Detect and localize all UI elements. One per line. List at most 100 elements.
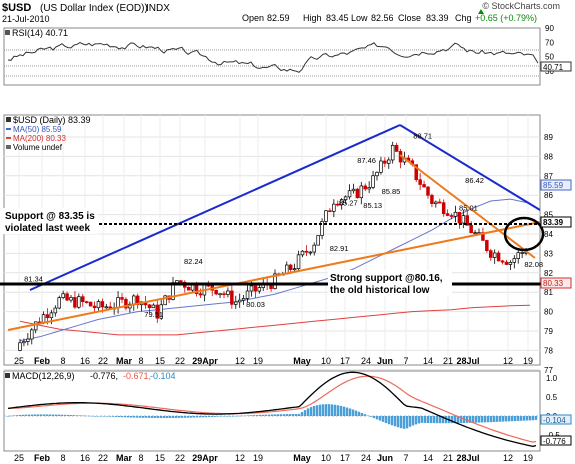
x-tick-label: 21 [443, 356, 453, 366]
candle-body [273, 273, 277, 289]
candle-body [332, 203, 336, 212]
macd-hist-bar [261, 414, 265, 416]
candle-body [155, 304, 160, 319]
macd-hist-bar [285, 414, 289, 416]
candle-body [234, 301, 238, 305]
macd-hist-bar [213, 416, 217, 417]
macd-axis: 1.00.50.0-0.5 [546, 374, 560, 440]
candle-body [226, 290, 230, 295]
rsi-value-tag-text: 40.71 [543, 63, 564, 72]
macd-hist-bar [474, 416, 478, 423]
macd-hist-bar [159, 416, 163, 419]
x-tick-label: 16 [80, 453, 90, 463]
macd-hist-bar [15, 415, 19, 416]
macd-hist-bar [426, 416, 430, 424]
macd-hist-bar [420, 416, 424, 423]
x-axis-macd: 25 Feb 8 16 22 Mar 8 15 22 29Apr 12 19 May 10 17 24 Jun 7… [14, 453, 533, 463]
macd-hist-bar [105, 416, 109, 417]
x-tick-label: 14 [423, 453, 433, 463]
x-tick-label: 12 [503, 453, 513, 463]
macd-hist-bar [126, 416, 130, 418]
macd-hist-bar [477, 416, 481, 423]
macd-value-1: -0.776, [90, 371, 118, 381]
macd-hist-bar [255, 414, 259, 416]
x-tick-label: 21 [443, 453, 453, 463]
x-tick-label: May [293, 356, 311, 366]
x-tick-label: 8 [60, 356, 65, 366]
price-value-label: 85.85 [382, 187, 401, 196]
macd-hist-bar [321, 404, 325, 416]
support-note-2-line1: Strong support @80.16, [330, 273, 443, 284]
macd-hist-bar [360, 412, 364, 416]
macd-hist-bar [183, 416, 187, 418]
macd-hist-bar [504, 416, 508, 422]
candle-body [512, 258, 517, 263]
candle-body [359, 185, 364, 199]
support-note-1-line2: violated last week [5, 223, 90, 234]
price-value-label: 82.91 [330, 244, 349, 253]
candle-body [33, 321, 38, 331]
candle-body [457, 211, 462, 224]
candle-body [308, 251, 313, 254]
x-tick-label: 17 [340, 453, 350, 463]
macd-hist-bar [492, 416, 496, 423]
macd-hist-bar [486, 416, 490, 423]
macd-hist-bar [411, 416, 415, 426]
highlight-circle [503, 216, 545, 252]
macd-hist-bar [525, 416, 529, 421]
macd-value-2: -0.671, [123, 371, 151, 381]
price-tick-label: 82 [544, 269, 553, 278]
x-tick-label: 16 [80, 356, 90, 366]
candle-body [383, 160, 387, 164]
chart-date: 21-Jul-2010 [2, 14, 50, 24]
macd-hist-bar [135, 416, 139, 418]
price-axis: 89 88 87 86 85 84 83 82 81 80 79 78 77 [544, 133, 553, 375]
channel-trendline [399, 154, 536, 259]
macd-hist-bar [429, 416, 433, 424]
macd-hist-bar [330, 404, 334, 416]
candle-body [453, 211, 458, 217]
macd-hist-bar [51, 414, 55, 416]
macd-hist-bar [114, 416, 118, 417]
upper-trendline [29, 124, 401, 291]
candle-body [245, 290, 250, 299]
candle-body [186, 286, 191, 291]
macd-hist-bar [276, 414, 280, 416]
candle-body [504, 261, 509, 265]
macd-hist-bar [129, 416, 133, 418]
x-tick-label: 19 [523, 356, 533, 366]
price-tick-label: 79 [544, 327, 553, 336]
rsi-tick-label: 70 [545, 38, 554, 47]
rsi-label: RSI(14) 40.71 [12, 28, 68, 38]
price-value-label: 88.71 [413, 132, 432, 141]
macd-hist-bar [33, 414, 37, 416]
macd-hist-bar [375, 416, 379, 420]
candle-body [320, 221, 324, 236]
x-tick-label: 17 [340, 356, 350, 366]
rsi-value-tag [540, 61, 572, 72]
x-tick-label: 24 [361, 356, 371, 366]
macd-hist-bar [147, 416, 151, 418]
macd-hist-bar [309, 407, 313, 416]
macd-hist-bar [516, 416, 520, 421]
candle-body [449, 215, 454, 217]
macd-hist-bar [324, 404, 328, 416]
macd-hist-bar [192, 416, 196, 418]
x-tick-label: 22 [175, 453, 185, 463]
macd-hist-bar [111, 416, 115, 417]
x-tick-label: 12 [235, 453, 245, 463]
macd-hist-bar [141, 416, 145, 418]
macd-tag [540, 435, 572, 446]
macd-hist-bar [300, 412, 304, 416]
lower-trendline [7, 221, 541, 331]
macd-hist-bar [177, 416, 181, 418]
macd-hist-bar [9, 415, 13, 417]
macd-hist-bar [249, 415, 253, 416]
candle-body [379, 160, 383, 173]
price-tick-label: 77 [544, 366, 553, 375]
candle-body [461, 215, 466, 224]
candle-body [489, 250, 493, 258]
macd-hist-bar [345, 407, 349, 416]
